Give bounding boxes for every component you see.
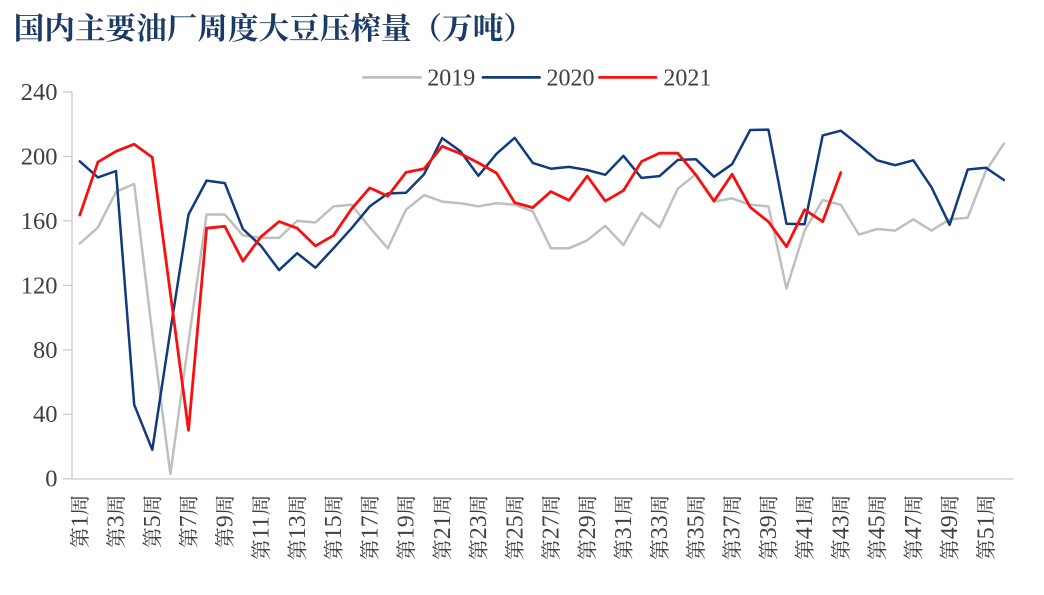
svg-text:5: 5 — [140, 515, 166, 527]
svg-text:49: 49 — [937, 515, 963, 539]
svg-text:21: 21 — [430, 515, 456, 539]
svg-text:25: 25 — [502, 515, 528, 539]
svg-text:39: 39 — [756, 515, 782, 539]
svg-text:240: 240 — [21, 79, 58, 106]
svg-text:33: 33 — [647, 515, 673, 539]
svg-text:13: 13 — [285, 515, 311, 539]
svg-text:11: 11 — [249, 516, 275, 539]
svg-text:9: 9 — [212, 515, 238, 527]
svg-text:7: 7 — [176, 515, 202, 527]
svg-text:2021: 2021 — [663, 66, 711, 92]
svg-text:35: 35 — [684, 515, 710, 539]
svg-text:37: 37 — [720, 515, 746, 539]
svg-text:200: 200 — [21, 143, 58, 170]
svg-text:45: 45 — [865, 515, 891, 539]
svg-text:23: 23 — [466, 515, 492, 539]
svg-text:29: 29 — [575, 515, 601, 539]
svg-text:27: 27 — [539, 515, 565, 539]
svg-text:15: 15 — [321, 515, 347, 539]
svg-text:17: 17 — [357, 515, 383, 539]
svg-text:51: 51 — [973, 515, 999, 539]
svg-text:160: 160 — [21, 208, 58, 235]
svg-text:19: 19 — [394, 515, 420, 539]
svg-text:80: 80 — [33, 337, 58, 364]
svg-text:41: 41 — [792, 515, 818, 539]
svg-text:1: 1 — [67, 515, 93, 527]
svg-text:120: 120 — [21, 272, 58, 299]
svg-text:3: 3 — [104, 515, 130, 527]
svg-text:31: 31 — [611, 515, 637, 539]
svg-text:2020: 2020 — [547, 66, 595, 92]
svg-text:40: 40 — [33, 401, 58, 428]
svg-text:47: 47 — [901, 515, 927, 539]
svg-text:0: 0 — [45, 466, 57, 493]
svg-text:2019: 2019 — [427, 66, 475, 92]
svg-text:43: 43 — [828, 515, 854, 539]
